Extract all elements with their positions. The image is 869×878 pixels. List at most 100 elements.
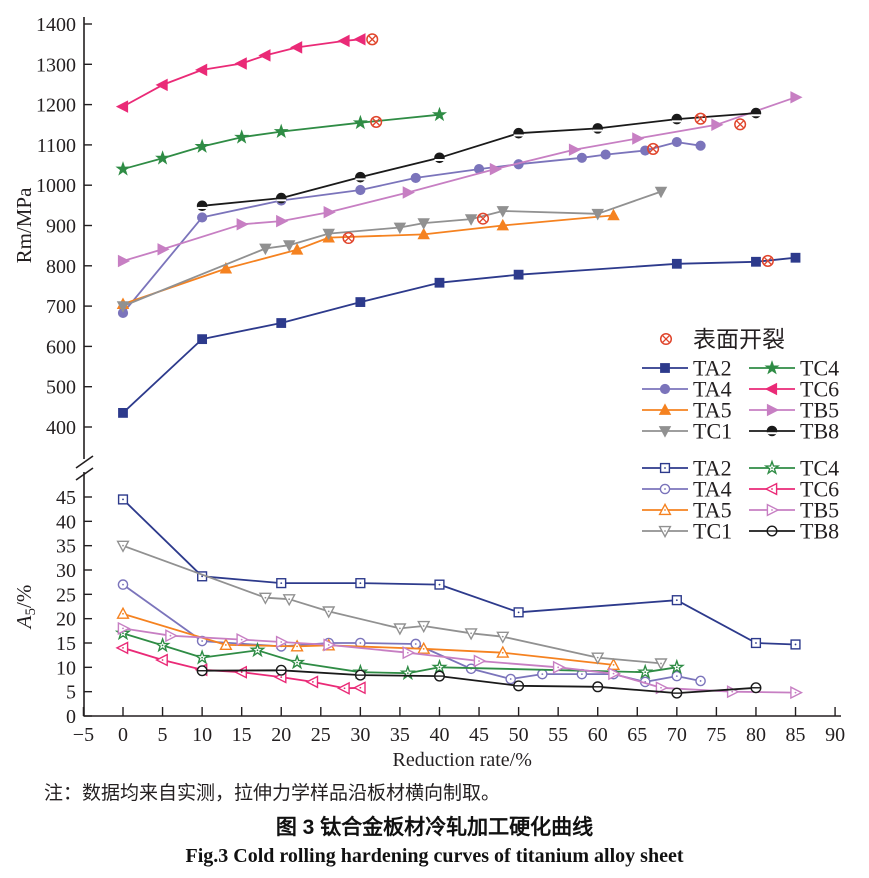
marker-TC1 xyxy=(417,620,431,634)
y-tick-label: 800 xyxy=(46,256,76,278)
marker-TB8 xyxy=(196,665,208,677)
crack-marker-TA5 xyxy=(342,231,355,245)
x-tick-label: 80 xyxy=(746,724,766,746)
marker-TB5 xyxy=(236,633,250,647)
marker-TA2 xyxy=(276,318,287,328)
marker-TA4 xyxy=(410,172,421,184)
marker-TB8 xyxy=(354,669,366,681)
marker-TC4 xyxy=(431,658,448,675)
marker-TC1 xyxy=(282,594,296,607)
series-elongation-TB5 xyxy=(117,621,804,700)
marker-TC4 xyxy=(431,106,448,122)
y-tick-label: 1300 xyxy=(36,54,76,76)
x-tick-label: 45 xyxy=(469,724,489,746)
legend-marker-TC4 xyxy=(764,360,780,375)
figure-caption-zh: 图 3 钛合金板材冷轧加工硬化曲线 xyxy=(275,816,594,839)
y-tick-label: 1100 xyxy=(37,135,76,157)
x-tick-label: 85 xyxy=(786,724,806,746)
marker-TB8 xyxy=(592,123,604,134)
marker-TC4 xyxy=(154,636,171,653)
legend-label-TC1: TC1 xyxy=(693,419,732,444)
legend-label-TB8: TB8 xyxy=(800,519,839,544)
legend-label-TB8: TB8 xyxy=(800,419,839,444)
x-tick-label: 0 xyxy=(118,724,128,746)
marker-TC4 xyxy=(637,663,654,680)
y-tick-label: 1200 xyxy=(36,95,76,117)
series-strength-TA2 xyxy=(118,252,801,418)
marker-TB5 xyxy=(608,667,622,681)
legend-surface-crack-label: 表面开裂 xyxy=(693,327,785,352)
marker-TB5 xyxy=(568,143,582,156)
marker-TB5 xyxy=(236,218,249,231)
y-tick-label: 45 xyxy=(56,487,76,509)
marker-TC1 xyxy=(654,186,668,199)
marker-TC1 xyxy=(464,214,478,226)
marker-TC1 xyxy=(654,658,668,671)
y-tick-label: 900 xyxy=(46,216,76,238)
legend-marker-TB8 xyxy=(766,425,778,437)
marker-TC6 xyxy=(194,63,208,77)
marker-TA2 xyxy=(276,578,287,589)
crack-marker-TA2 xyxy=(761,254,774,268)
marker-TC4 xyxy=(194,138,210,153)
legend-label-TC6: TC6 xyxy=(800,377,839,402)
marker-TC6 xyxy=(155,653,168,667)
x-tick-label: 90 xyxy=(825,724,845,746)
marker-TC1 xyxy=(282,240,296,252)
marker-TA2 xyxy=(355,297,366,307)
marker-TB5 xyxy=(165,629,179,643)
y-tick-label: 400 xyxy=(46,417,76,439)
marker-TA4 xyxy=(695,140,706,151)
marker-TA5 xyxy=(607,208,620,221)
marker-TA2 xyxy=(197,334,208,345)
x-tick-label: 50 xyxy=(509,724,529,746)
marker-TB8 xyxy=(671,687,683,699)
titanium-hardening-chart: −5 0 5 10 15 20 25 30 35 40 45 50 55 60 65 70 75 80 85 90Re… xyxy=(12,14,845,771)
marker-TB5 xyxy=(790,686,804,700)
legend-item-strength-TA4: TA4 xyxy=(642,377,732,402)
x-tick-label: 40 xyxy=(429,724,449,746)
marker-TC1 xyxy=(116,540,130,553)
marker-TB5 xyxy=(157,243,170,256)
series-elongation-TA2 xyxy=(117,494,801,650)
series-strength-TC1 xyxy=(116,186,668,313)
marker-TA5 xyxy=(290,639,304,652)
marker-TA4 xyxy=(695,675,706,687)
legend-marker-TA4 xyxy=(659,483,671,495)
x-axis-title: Reduction rate/% xyxy=(392,749,531,771)
marker-TC6 xyxy=(258,49,271,62)
marker-TC1 xyxy=(496,631,510,644)
legend-marker-TA5 xyxy=(658,502,672,516)
y-tick-label: 5 xyxy=(66,682,76,704)
legend-marker-TC1 xyxy=(658,525,672,539)
legend-marker-TC6 xyxy=(764,482,778,496)
legend-marker-TB5 xyxy=(766,503,780,517)
legend-marker-TA2 xyxy=(660,363,670,373)
legend-label-TA4: TA4 xyxy=(693,477,732,502)
marker-TB5 xyxy=(655,681,669,695)
marker-TC6 xyxy=(155,78,168,92)
marker-TC6 xyxy=(115,641,129,655)
x-tick-label: 70 xyxy=(667,724,687,746)
y-tick-label: 30 xyxy=(56,560,76,582)
figure-note: 注：数据均来自实测，拉伸力学样品沿板材横向制取。 xyxy=(44,783,501,804)
marker-TB5 xyxy=(790,91,803,104)
marker-TC4 xyxy=(234,129,250,144)
marker-TB8 xyxy=(433,670,445,682)
marker-TA2 xyxy=(790,252,801,263)
legend-label-TA5: TA5 xyxy=(693,398,732,423)
marker-TB5 xyxy=(323,205,336,219)
series-elongation-TA5 xyxy=(116,606,621,670)
series-elongation-TC1 xyxy=(116,540,668,671)
marker-TA4 xyxy=(197,212,208,223)
x-tick-label: 15 xyxy=(232,724,252,746)
marker-TA4 xyxy=(671,136,682,148)
marker-TA2 xyxy=(434,579,445,590)
x-tick-label: 20 xyxy=(271,724,291,746)
marker-TA5 xyxy=(219,637,233,650)
y-tick-label: 700 xyxy=(46,296,76,318)
marker-TA2 xyxy=(118,407,128,418)
marker-TC1 xyxy=(464,628,478,641)
legend-item-elongation-TC6: TC6 xyxy=(749,477,839,502)
